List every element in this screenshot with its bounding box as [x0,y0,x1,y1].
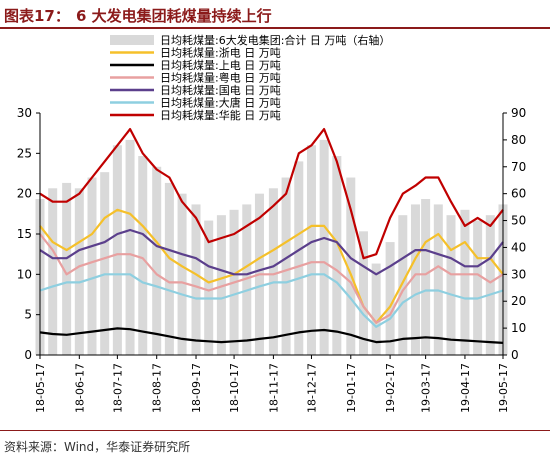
total-bar [306,145,316,355]
x-tick-label: 18-07-17 [111,363,124,413]
total-bar [385,242,395,355]
total-bar [332,156,342,355]
legend-label: 日均耗煤量:华能 日 万吨 [160,108,281,122]
total-bar [191,204,201,355]
x-tick-label: 19-02-17 [384,363,397,413]
legend-label: 日均耗煤量:上电 日 万吨 [160,59,281,72]
total-bar [164,182,174,355]
series-line-5 [39,273,504,328]
total-bar [294,161,304,355]
total-bar [398,215,408,355]
x-tick-label: 18-08-17 [151,363,164,413]
total-bar [138,156,148,355]
total-bar [421,199,431,355]
total-bar [242,204,252,355]
total-bar [473,220,483,355]
x-tick-label: 18-06-17 [73,363,86,413]
total-bar [371,263,381,355]
right-tick-label: 40 [511,240,526,254]
right-tick-label: 90 [511,106,526,120]
right-tick-label: 0 [511,348,519,362]
x-tick-label: 19-03-17 [420,363,433,413]
total-bar [125,139,135,355]
x-tick-label: 18-09-17 [190,363,203,413]
right-tick-label: 10 [511,321,526,335]
series-line-2 [39,327,504,344]
total-bar [281,177,291,355]
total-bar [177,193,187,355]
figure-header: 图表17： 6 大发电集团耗煤量持续上行 [0,0,550,29]
total-bar [62,182,72,355]
figure-label: 图表17： [4,7,70,25]
legend-label: 日均耗煤量:粤电 日 万吨 [160,71,281,85]
x-tick-label: 18-05-17 [34,363,47,413]
left-tick-label: 10 [17,267,32,281]
right-tick-label: 60 [511,187,526,201]
x-tick-label: 19-01-17 [345,363,358,413]
x-tick-label: 19-04-17 [459,363,472,413]
series-line-6 [39,128,504,260]
total-bar [216,215,226,355]
total-bar [112,145,122,355]
total-bar [358,231,368,355]
legend-swatch-bar [110,35,154,45]
left-tick-label: 20 [17,187,32,201]
legend-label: 日均耗煤量:6大发电集团:合计 日 万吨（右轴） [160,33,390,47]
right-tick-label: 30 [511,267,526,281]
series-line-1 [39,208,504,324]
total-bar [446,215,456,355]
x-tick-label: 18-12-17 [305,363,318,413]
chart-title: 6 大发电集团耗煤量持续上行 [76,7,272,25]
right-tick-label: 50 [511,214,526,228]
total-bar [74,188,84,355]
x-tick-label: 19-05-17 [497,363,510,413]
series-line-4 [39,228,504,276]
left-tick-label: 15 [17,227,32,241]
legend-label: 日均耗煤量:浙电 日 万吨 [160,47,281,60]
left-tick-label: 30 [17,106,32,120]
x-tick-label: 18-10-17 [228,363,241,413]
left-tick-label: 0 [24,348,32,362]
x-tick-label: 18-11-17 [267,363,280,413]
total-bar [319,139,329,355]
total-bar [433,204,443,355]
total-bar [204,220,214,355]
right-tick-label: 20 [511,294,526,308]
left-tick-label: 25 [17,146,32,160]
coal-consumption-chart: 0 5 10 15 20 25 30 0 10 20 30 40 50 60 70 80 90 18-05-17 1… [17,33,527,413]
legend-label: 日均耗煤量:大唐 日 万吨 [160,96,281,110]
total-bar [100,172,110,355]
total-bar [152,166,162,355]
total-bar [48,188,58,355]
left-tick-label: 5 [24,308,32,322]
total-bar [346,177,356,355]
right-tick-label: 70 [511,160,526,174]
total-bar [87,177,97,355]
bottom-rule [0,430,550,431]
source-note: 资料来源：Wind，华泰证券研究所 [4,440,191,454]
total-bar [460,209,470,355]
right-tick-label: 80 [511,133,526,147]
total-bar [268,188,278,355]
total-bar [410,204,420,355]
series-line-3 [39,233,504,324]
total-bar [485,215,495,355]
legend-label: 日均耗煤量:国电 日 万吨 [160,84,281,97]
